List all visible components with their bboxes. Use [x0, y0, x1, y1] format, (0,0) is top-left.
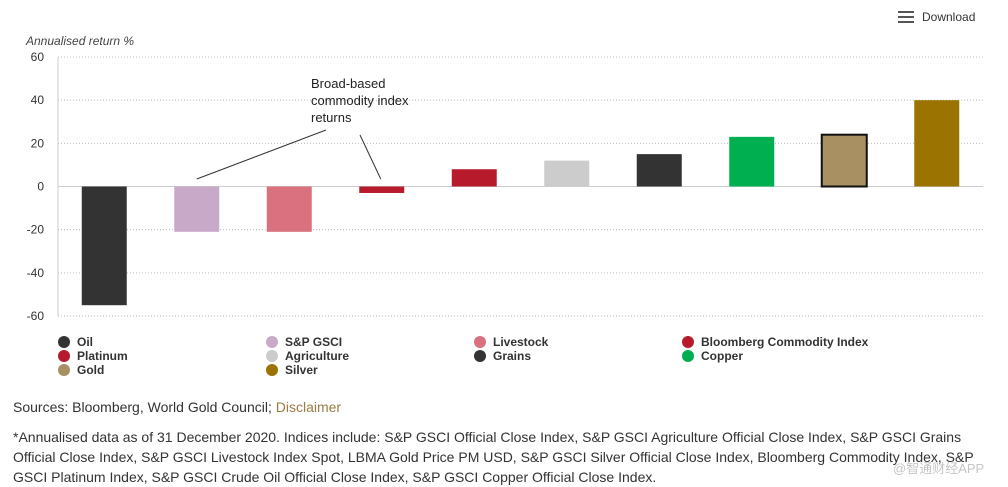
legend-dot-icon: [58, 364, 70, 376]
sources-line: Sources: Bloomberg, World Gold Council; …: [13, 399, 341, 415]
bar-livestock: [266, 186, 312, 232]
legend-dot-icon: [474, 350, 486, 362]
y-tick-label: 60: [31, 50, 45, 64]
legend-dot-icon: [474, 336, 486, 348]
legend-label: Oil: [77, 335, 94, 349]
sources-text: Sources: Bloomberg, World Gold Council;: [13, 399, 276, 415]
legend-label: Silver: [285, 363, 318, 377]
bar-platinum: [451, 169, 497, 187]
legend-item[interactable]: Silver: [266, 363, 474, 377]
legend-dot-icon: [58, 350, 70, 362]
legend-item[interactable]: Platinum: [58, 349, 266, 363]
legend-dot-icon: [266, 336, 278, 348]
legend-label: Agriculture: [285, 349, 350, 363]
bar-chart: 60 40 20 0 -20 -40 -60 Broad-based commodity ind…: [27, 50, 983, 323]
legend-item[interactable]: Bloomberg Commodity Index: [682, 335, 942, 349]
y-tick-label: -20: [27, 223, 45, 237]
legend-item[interactable]: Grains: [474, 349, 682, 363]
legend-item[interactable]: Livestock: [474, 335, 682, 349]
legend-label: Livestock: [493, 335, 549, 349]
y-tick-label: -60: [27, 309, 45, 323]
annotation-text: returns: [311, 110, 352, 125]
bar-silver: [914, 100, 960, 187]
watermark: @智通财经APP: [893, 461, 985, 476]
disclaimer-link[interactable]: Disclaimer: [275, 399, 342, 415]
bar-bloomberg-commodity-index: [359, 186, 405, 193]
chart-legend: Oil S&P GSCI Livestock Bloomberg Commodity …: [58, 335, 958, 377]
annotation-pointer: [196, 129, 327, 180]
legend-label: Copper: [701, 349, 743, 363]
download-label: Download: [922, 10, 976, 24]
annotation-text: commodity index: [311, 93, 409, 108]
legend-item[interactable]: Copper: [682, 349, 942, 363]
legend-dot-icon: [58, 336, 70, 348]
bar-s-p-gsci: [174, 186, 220, 232]
legend-dot-icon: [682, 350, 694, 362]
legend-item[interactable]: S&P GSCI: [266, 335, 474, 349]
annotation-pointer: [359, 134, 382, 180]
y-tick-label: 20: [31, 136, 45, 150]
bar-gold: [820, 133, 868, 188]
annotation-text: Broad-based: [311, 76, 385, 91]
menu-icon: [898, 11, 914, 23]
footnote: *Annualised data as of 31 December 2020.…: [13, 429, 974, 485]
bar-agriculture: [544, 160, 590, 187]
legend-dot-icon: [682, 336, 694, 348]
y-tick-label: -40: [27, 266, 45, 280]
legend-label: Bloomberg Commodity Index: [701, 335, 869, 349]
legend-label: Gold: [77, 363, 105, 377]
bar-oil: [81, 186, 127, 306]
bar-grains: [636, 154, 682, 187]
y-axis-title: Annualised return %: [26, 34, 135, 48]
legend-label: Grains: [493, 349, 532, 363]
legend-dot-icon: [266, 364, 278, 376]
legend-label: S&P GSCI: [285, 335, 343, 349]
legend-item[interactable]: Agriculture: [266, 349, 474, 363]
legend-item[interactable]: Gold: [58, 363, 266, 377]
y-tick-label: 40: [31, 93, 45, 107]
legend-label: Platinum: [77, 349, 128, 363]
y-tick-label: 0: [37, 180, 44, 194]
download-button[interactable]: Download: [898, 10, 975, 24]
legend-item[interactable]: Oil: [58, 335, 266, 349]
bar-copper: [729, 136, 775, 187]
legend-dot-icon: [266, 350, 278, 362]
